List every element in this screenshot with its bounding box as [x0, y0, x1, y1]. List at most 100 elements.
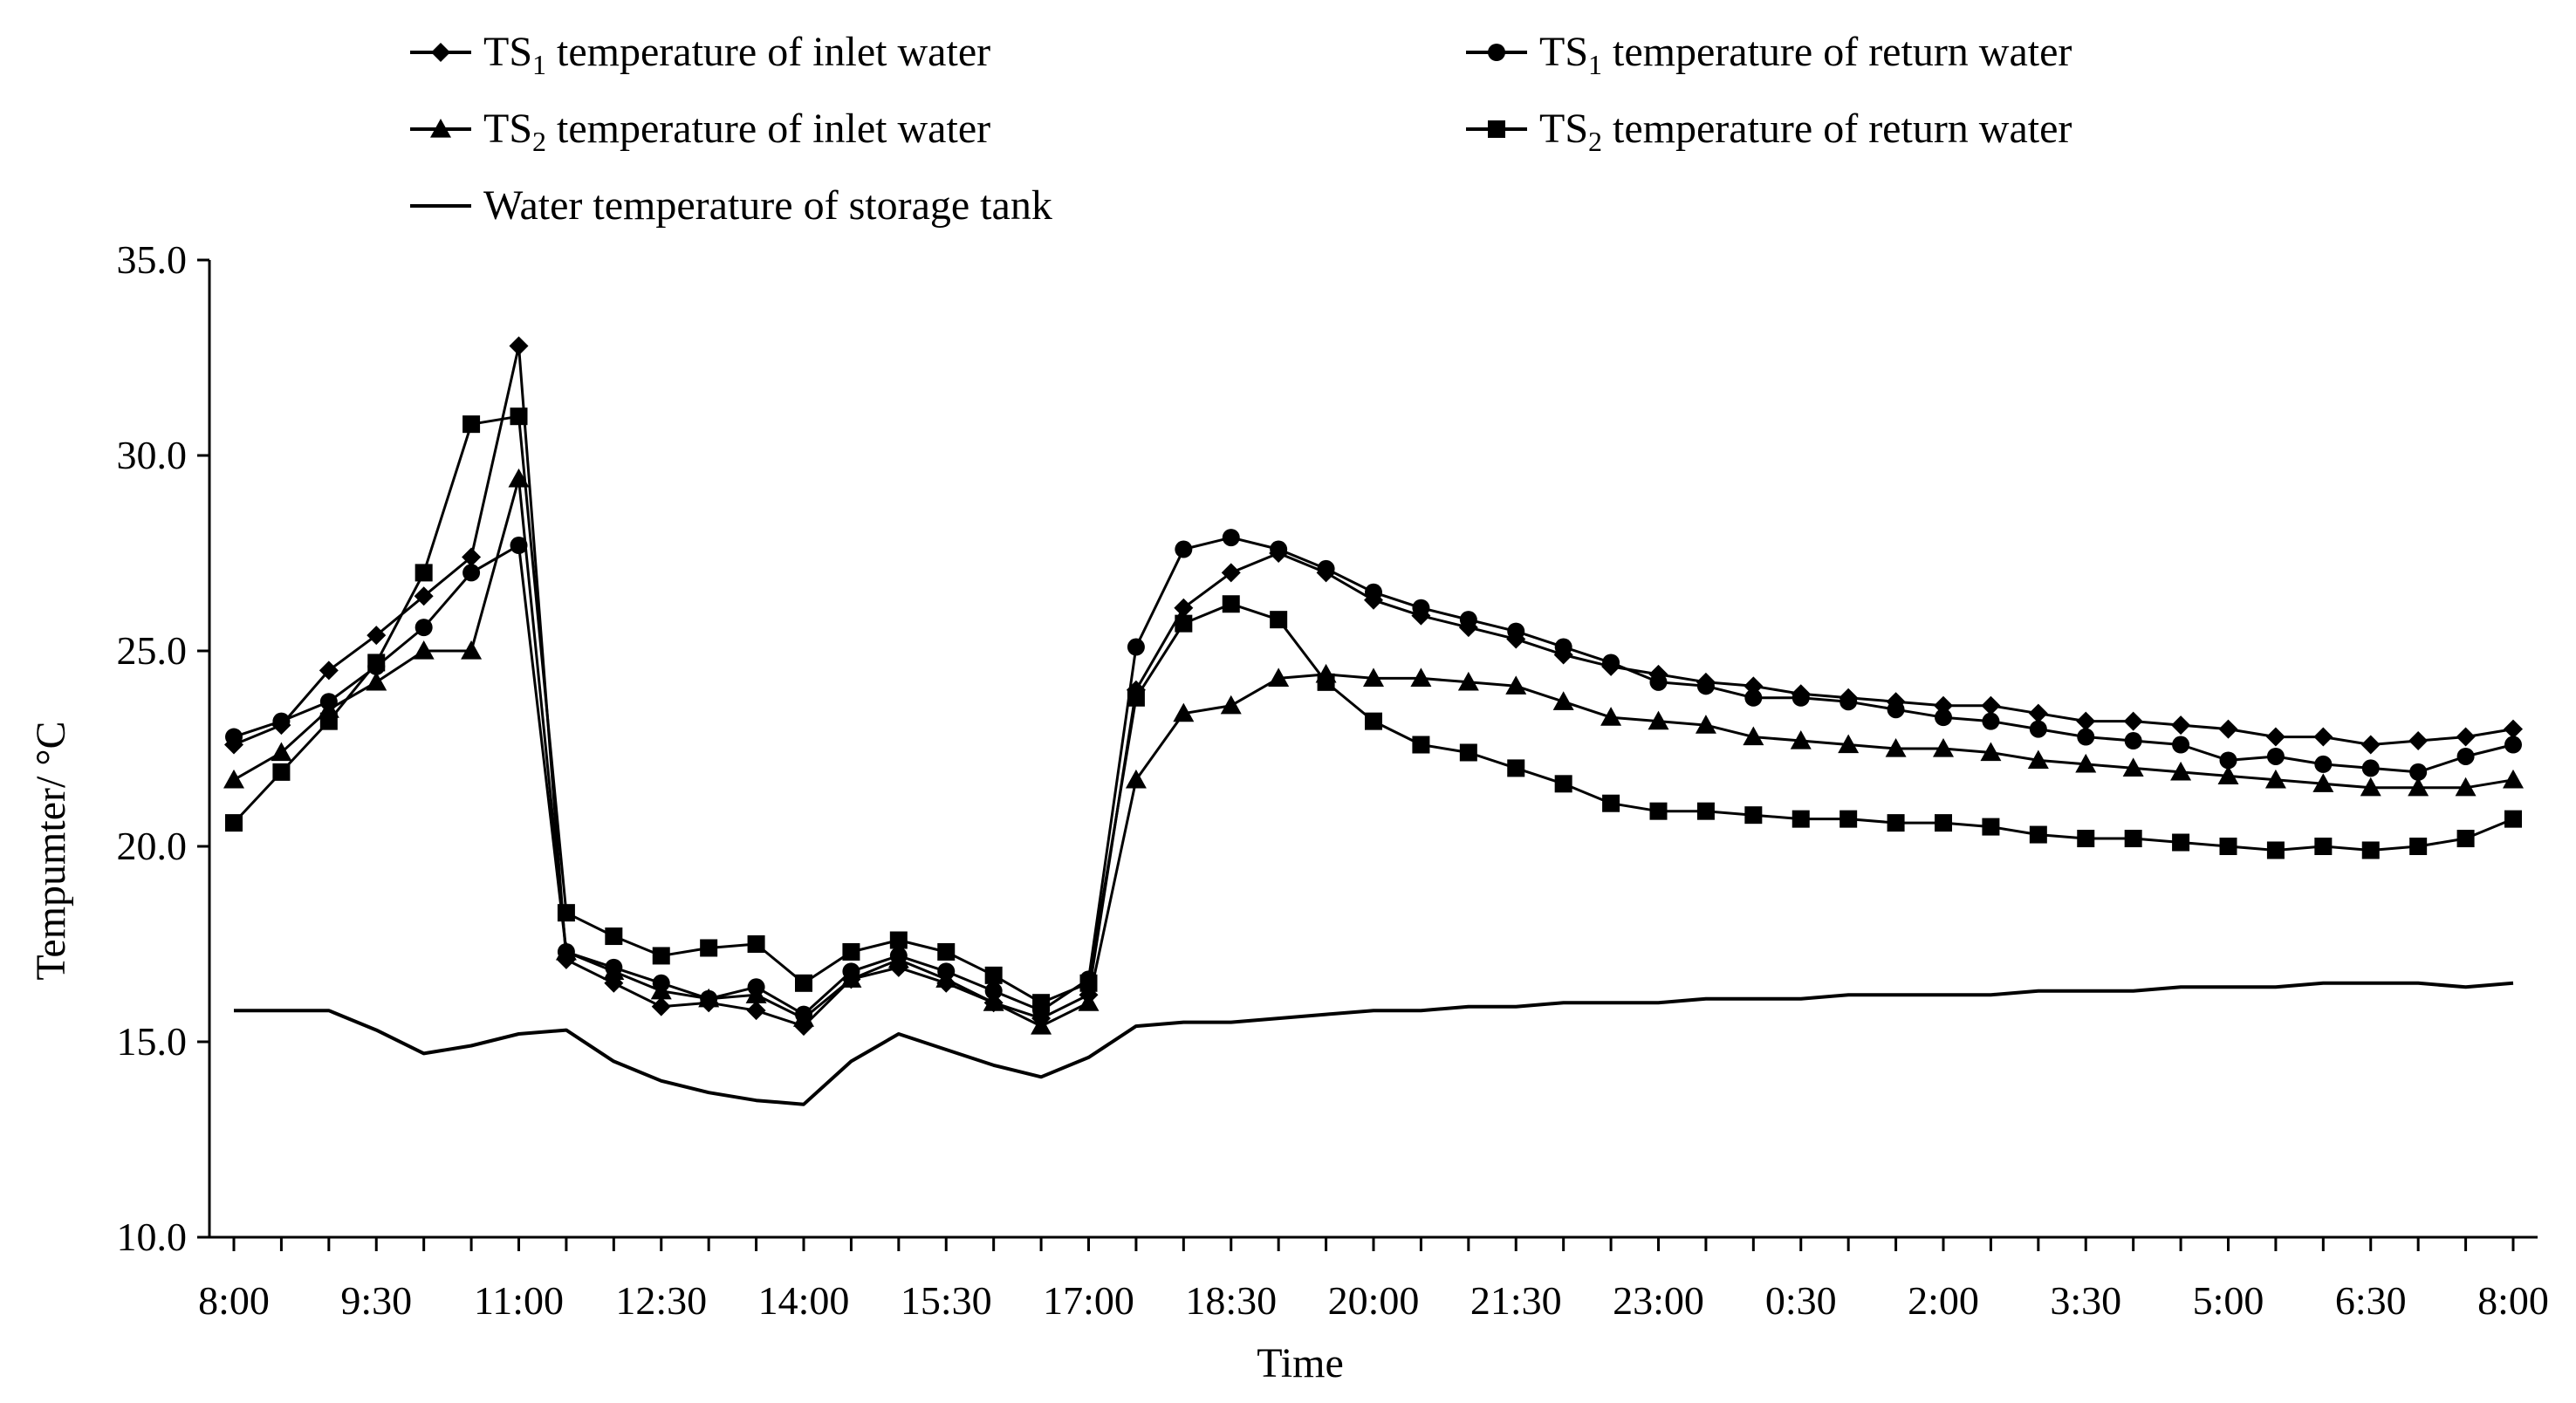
series-line-tank [234, 981, 2514, 1106]
data-point-ts1_return [1365, 583, 1382, 601]
data-point-ts2_inlet [2122, 757, 2144, 777]
data-point-ts1_inlet [2123, 711, 2143, 731]
legend-marker [431, 43, 450, 62]
data-point-ts2_return [984, 966, 1003, 984]
data-point-ts1_inlet [2360, 735, 2381, 755]
legend: TS1 temperature of inlet water TS1 temper… [410, 29, 2072, 229]
data-point-ts2_return [2409, 838, 2428, 855]
x-tick-label: 17:00 [1043, 1278, 1134, 1323]
data-point-ts2_inlet [1600, 707, 1622, 726]
data-point-ts1_return [1982, 712, 2000, 730]
data-point-ts2_inlet [650, 980, 672, 1000]
data-point-ts1_return [272, 712, 291, 730]
data-point-ts1_return [2266, 747, 2285, 765]
legend-label: TS1 temperature of inlet water [483, 29, 990, 80]
data-point-ts1_return [1744, 688, 1763, 707]
x-tick-label: 14:00 [758, 1278, 850, 1323]
x-ticks: 8:00 9:30 11:00 12:30 14:00 15:30 17:00 18:30 20… [198, 1237, 2549, 1323]
data-point-ts2_inlet [1031, 1016, 1052, 1035]
data-point-ts2_return [1507, 759, 1525, 777]
data-point-ts2_return [795, 974, 812, 992]
data-point-ts1_return [2314, 755, 2333, 773]
data-point-ts1_return [1887, 701, 1905, 719]
series-line-ts2_return [232, 414, 2514, 1004]
y-tick-label: 25.0 [117, 628, 188, 673]
data-point-ts2_return [1649, 802, 1668, 820]
y-ticks: 10.0 15.0 20.0 25.0 30.0 35.0 [117, 237, 209, 1259]
data-point-ts1_return [2219, 751, 2237, 770]
legend-item-ts2_inlet: TS2 temperature of inlet water [410, 106, 990, 157]
data-point-ts2_inlet [1980, 742, 2002, 762]
data-point-ts1_inlet [2076, 711, 2096, 731]
data-point-ts1_return [1175, 540, 1193, 558]
data-point-ts1_inlet [1221, 563, 1241, 583]
data-point-ts1_inlet [2218, 719, 2238, 739]
data-point-ts1_return [225, 728, 243, 746]
data-point-ts2_return [652, 947, 670, 965]
data-point-ts2_return [1317, 673, 1335, 691]
x-tick-label: 3:30 [2050, 1278, 2121, 1323]
data-point-ts2_inlet [1173, 702, 1195, 722]
data-point-ts1_inlet [1981, 695, 2001, 715]
data-point-ts1_inlet [462, 547, 482, 567]
x-tick-label: 18:30 [1185, 1278, 1277, 1323]
data-point-ts1_return [1459, 611, 1477, 629]
data-point-ts2_inlet [461, 640, 483, 660]
data-point-ts1_inlet [746, 1001, 766, 1021]
data-point-ts2_inlet [1933, 738, 1954, 757]
data-point-ts2_inlet [1790, 730, 1812, 749]
data-point-ts2_inlet [2217, 765, 2239, 784]
data-point-ts2_return [700, 939, 718, 957]
data-point-ts2_return [1222, 595, 1240, 613]
data-point-ts2_inlet [2027, 749, 2049, 770]
data-point-ts1_return [1270, 540, 1288, 558]
data-point-ts2_return [1840, 810, 1858, 828]
data-point-ts2_inlet [223, 769, 244, 789]
x-tick-label: 21:30 [1470, 1278, 1562, 1323]
data-point-ts2_return [1602, 794, 1620, 812]
data-point-ts2_inlet [1552, 691, 1574, 710]
data-point-ts2_inlet [1078, 992, 1100, 1011]
data-point-ts2_inlet [1505, 675, 1527, 695]
data-point-ts2_inlet [1125, 769, 1147, 789]
data-point-ts2_inlet [2360, 777, 2381, 797]
data-point-ts1_inlet [2265, 727, 2285, 747]
data-point-ts2_inlet [1743, 726, 1764, 746]
data-point-ts1_inlet [319, 660, 339, 681]
data-point-ts1_return [462, 564, 481, 582]
y-tick-label: 30.0 [117, 433, 188, 477]
data-point-ts2_inlet [698, 988, 720, 1008]
data-point-ts2_inlet [1220, 695, 1242, 715]
data-point-ts2_return [272, 763, 291, 781]
x-tick-label: 8:00 [2477, 1278, 2549, 1323]
data-point-ts2_return [1412, 736, 1430, 754]
data-point-ts1_inlet [651, 996, 671, 1016]
data-point-ts1_return [2361, 759, 2380, 777]
x-tick-label: 11:00 [474, 1278, 564, 1323]
legend-item-ts2_return: TS2 temperature of return water [1466, 106, 2072, 157]
series [223, 336, 2524, 1106]
data-point-ts1_return [1412, 599, 1430, 617]
y-tick-label: 35.0 [117, 237, 188, 282]
data-point-ts2_return [889, 931, 908, 949]
data-point-ts2_inlet [2503, 769, 2524, 789]
data-point-ts2_inlet [1363, 667, 1384, 687]
data-point-ts2_inlet [840, 968, 862, 988]
y-axis-title: Tempumter/ °C [28, 721, 74, 980]
data-point-ts2_return [2077, 830, 2095, 848]
data-point-ts2_inlet [555, 941, 577, 961]
data-point-ts2_inlet [271, 742, 292, 762]
data-point-ts2_inlet [413, 640, 435, 660]
data-point-ts1_inlet [2171, 715, 2191, 736]
data-point-ts1_inlet [2313, 727, 2333, 747]
data-point-ts2_return [747, 935, 765, 953]
data-point-ts2_inlet [1410, 667, 1432, 687]
data-point-ts2_return [367, 654, 386, 672]
data-point-ts2_inlet [1885, 738, 1907, 757]
data-point-ts2_return [1127, 688, 1145, 707]
data-point-ts2_return [937, 942, 956, 961]
data-point-ts2_inlet [983, 992, 1004, 1011]
data-point-ts2_return [1459, 743, 1477, 762]
data-point-ts1_return [2077, 728, 2095, 746]
